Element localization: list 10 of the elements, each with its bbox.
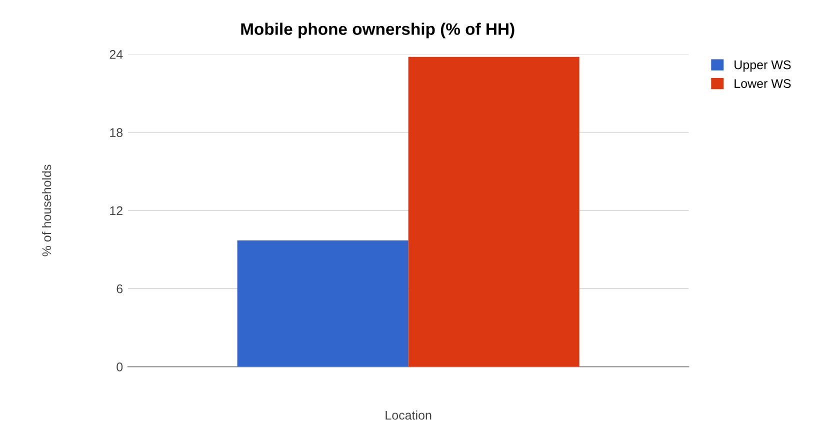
y-axis-title: % of households — [42, 164, 52, 256]
x-axis-title: Location — [386, 410, 432, 420]
chart-title: Mobile phone ownership (% of HH) — [241, 22, 514, 38]
y-tick-label: 24 — [110, 50, 123, 59]
y-tick-label: 12 — [110, 206, 122, 216]
y-tick-label: 0 — [116, 362, 123, 372]
legend-label: Upper WS — [734, 60, 791, 72]
y-tick-label: 18 — [110, 128, 123, 138]
y-tick-label: 6 — [116, 284, 123, 294]
legend-label: Lower WS — [734, 79, 791, 88]
